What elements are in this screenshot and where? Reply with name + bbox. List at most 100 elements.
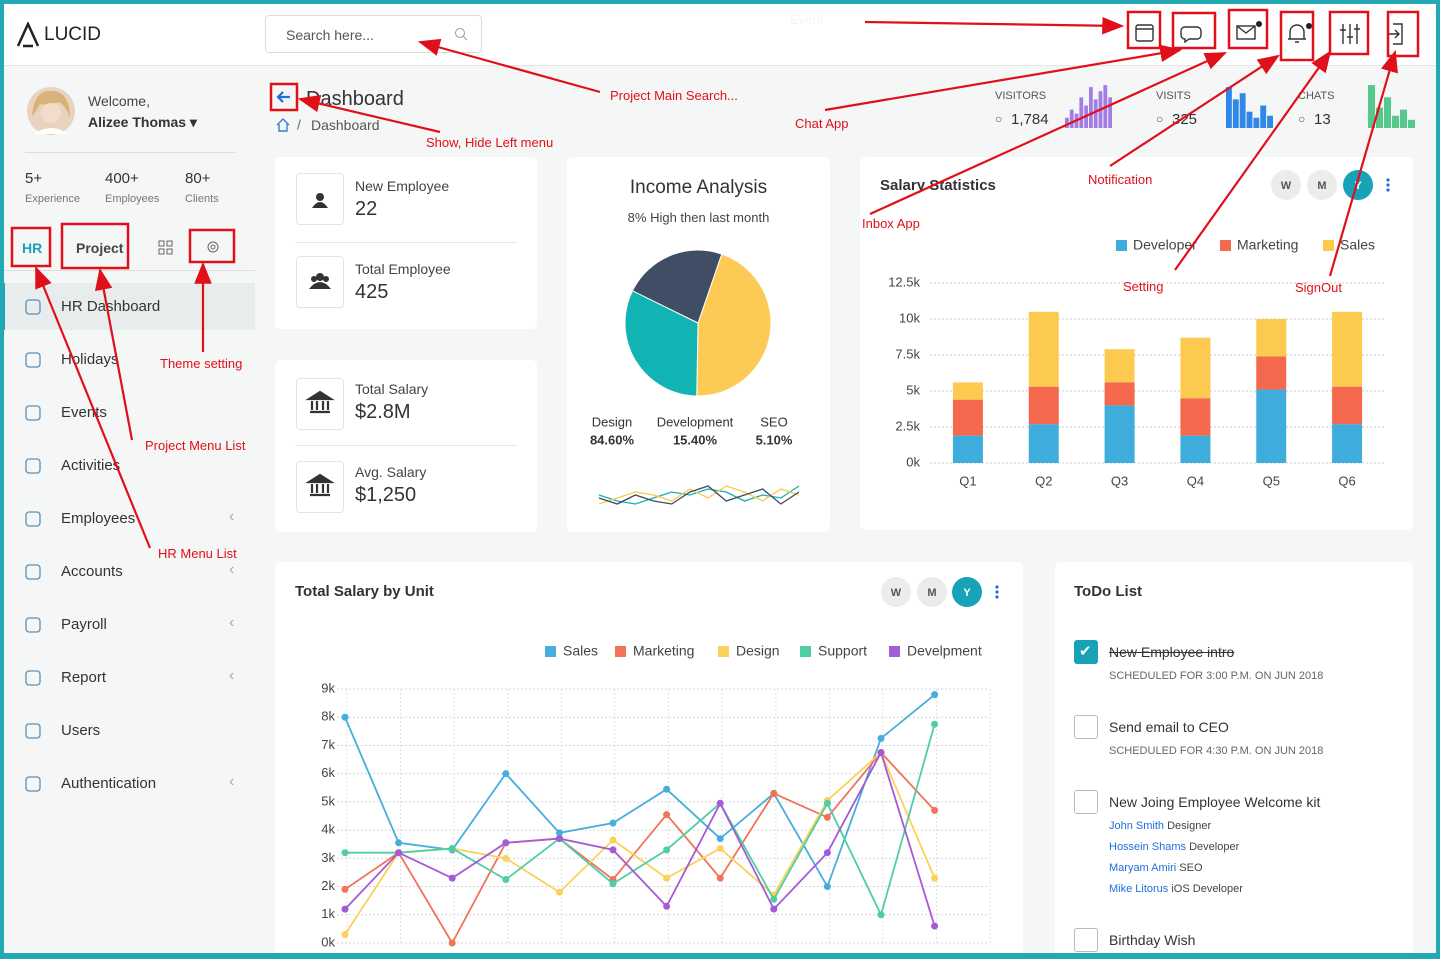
divider [5,270,255,271]
menu-dot [995,585,999,589]
mini-bar [1400,109,1407,128]
menu-label: Accounts [61,563,123,580]
menu-item[interactable]: Payroll ‹ [5,601,255,648]
y-tick-label: 1k [321,906,335,921]
point [716,799,724,807]
icon-shape [25,776,41,792]
point [770,895,778,903]
legend-value: 15.40% [673,432,718,447]
search-placeholder: Search here... [286,27,374,43]
point [770,905,778,913]
checkbox[interactable]: ✔ [1074,640,1098,664]
stat-label: CHATS [1298,90,1335,102]
legend-label: Sales [1340,237,1375,253]
y-tick-label: 7k [321,737,335,752]
x-tick-label: Q2 [1035,473,1052,488]
point [395,839,403,847]
todo-person: Maryam Amiri SEO [1109,862,1203,874]
person-name[interactable]: Maryam Amiri [1109,862,1177,874]
menu-item[interactable]: Events [5,389,255,436]
bar-segment [1028,386,1059,425]
checkbox[interactable] [1074,790,1098,814]
breadcrumb-home[interactable]: / [275,117,305,133]
mini-bar [1084,105,1088,128]
period-button[interactable] [952,577,982,607]
person-name[interactable]: Hossein Shams [1109,841,1187,853]
menu-item[interactable]: Authentication ‹ [5,760,255,807]
legend-swatch [545,646,556,657]
person-name[interactable]: John Smith [1109,820,1165,832]
point [395,849,403,857]
checkbox[interactable] [1074,928,1098,952]
x-tick-label: Q1 [959,473,976,488]
breadcrumb[interactable]: Dashboard [311,117,380,133]
x-tick-label: Q3 [1111,473,1128,488]
menu-item[interactable]: HR Dashboard [0,283,255,330]
icon-shape [25,670,41,686]
mini-bar [1103,85,1108,128]
unit-card [275,562,1023,959]
todo-task: New Joing Employee Welcome kit [1109,794,1321,810]
signout-icon[interactable] [1389,23,1403,45]
legend-label: SEO [760,414,787,429]
settings-icon[interactable] [1340,24,1360,44]
menu-icon [25,458,41,474]
y-tick-label: 5k [906,382,920,397]
bar-segment [1332,386,1363,425]
checkbox[interactable] [1074,715,1098,739]
annotation: Setting [1123,279,1164,294]
chevron: ‹ [229,667,235,684]
menu-item[interactable]: Employees ‹ [5,495,255,542]
menu-icon [25,405,41,421]
chevron: ‹ [229,561,235,578]
stat-value: 5+ [25,170,43,187]
pie-slice [631,249,723,324]
person-role: Developer [1189,841,1240,853]
stat-label: Experience [25,193,81,205]
welcome: Welcome, [88,93,150,109]
x-tick-label: Q4 [1187,473,1204,488]
back-arrow[interactable] [274,88,294,106]
bar-segment [1332,424,1363,463]
bar-segment [1104,349,1135,383]
period-label: M [927,587,936,599]
chat-icon[interactable] [1180,26,1202,44]
tab-project[interactable]: Project [76,240,124,256]
bar-segment [1104,382,1135,406]
y-tick-label: 6k [321,765,335,780]
search-box[interactable]: Search here... [265,15,482,53]
sparkline [598,485,800,505]
point [877,911,885,919]
menu-icon [25,564,41,580]
icon-box [296,256,344,308]
bar-segment [1332,311,1363,387]
point [823,849,831,857]
mini-bar [1108,97,1112,128]
icon-shape [25,458,41,474]
period-button[interactable] [881,577,911,607]
tab-hr[interactable]: HR [22,240,43,256]
calendar-icon[interactable] [1135,24,1154,42]
card-value: $2.8M [355,401,411,423]
y-tick-label: 4k [321,822,335,837]
mini-bars [1065,85,1112,128]
menu-item[interactable]: Report ‹ [5,654,255,701]
income-chart: Design 84.60% Development 15.40% SEO 5.10% [590,249,800,505]
menu-item[interactable]: Accounts ‹ [5,548,255,595]
menu-item[interactable]: Users [5,707,255,754]
user-name[interactable]: Alizee Thomas ▾ [88,114,197,130]
stat-value: 325 [1172,111,1198,128]
point [502,876,510,883]
person-role: iOS Developer [1171,883,1243,895]
notification-icon[interactable] [1288,24,1306,43]
point [663,874,671,882]
svg-text:/: / [297,117,301,133]
point [609,846,617,854]
menu-label: Holidays [61,351,119,368]
icon-shape [25,299,41,315]
line [344,693,936,889]
person-name[interactable]: Mike Litorus [1109,883,1169,895]
period-button[interactable] [917,577,947,607]
line [344,750,936,927]
